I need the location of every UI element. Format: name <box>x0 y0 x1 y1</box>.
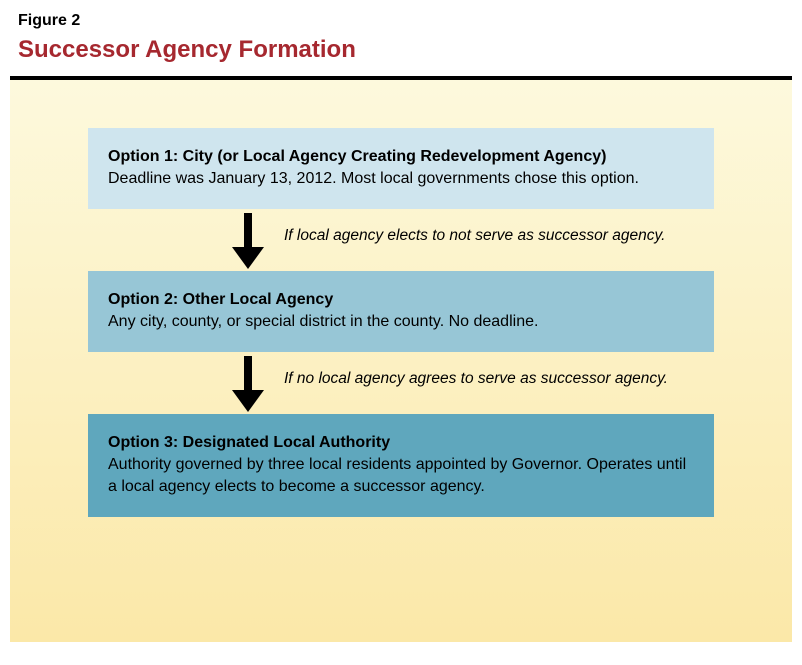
option-2-box: Option 2: Other Local Agency Any city, c… <box>88 271 714 352</box>
option-3-title: Option 3: Designated Local Authority <box>108 434 390 451</box>
edge-1-label: If local agency elects to not serve as s… <box>284 227 665 245</box>
option-1-title: Option 1: City (or Local Agency Creating… <box>108 148 606 165</box>
option-2-title: Option 2: Other Local Agency <box>108 291 333 308</box>
option-1-box: Option 1: City (or Local Agency Creating… <box>88 128 714 209</box>
option-1-body: Deadline was January 13, 2012. Most loca… <box>108 170 639 187</box>
arrow-down-icon <box>228 213 268 269</box>
flowchart-canvas: Option 1: City (or Local Agency Creating… <box>10 80 792 642</box>
edge-2: If no local agency agrees to serve as su… <box>88 352 714 414</box>
arrow-down-icon <box>228 356 268 412</box>
figure-label: Figure 2 <box>18 12 784 30</box>
option-3-box: Option 3: Designated Local Authority Aut… <box>88 414 714 517</box>
edge-1: If local agency elects to not serve as s… <box>88 209 714 271</box>
figure-header: Figure 2 Successor Agency Formation <box>0 0 802 72</box>
figure-title: Successor Agency Formation <box>18 36 784 64</box>
option-3-body: Authority governed by three local reside… <box>108 456 686 495</box>
edge-2-label: If no local agency agrees to serve as su… <box>284 370 668 388</box>
option-2-body: Any city, county, or special district in… <box>108 313 538 330</box>
